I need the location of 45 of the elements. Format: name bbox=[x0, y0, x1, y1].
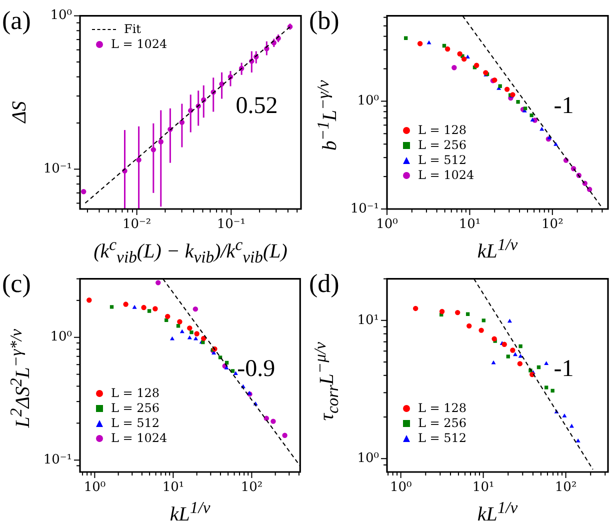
y-axis-title: ΔS bbox=[9, 102, 31, 124]
y-tick-label: 10¹ bbox=[357, 312, 379, 328]
legend-label: L = 512 bbox=[418, 431, 467, 446]
x-tick-label: 10⁻¹ bbox=[216, 217, 246, 232]
x-tick-label: 10⁰ bbox=[84, 480, 106, 496]
legend-label: L = 128 bbox=[418, 123, 467, 138]
x-axis-title: kL$^{1/ν}$ bbox=[476, 234, 519, 264]
x-tick-label: 10⁰ bbox=[390, 480, 412, 496]
legend-label: Fit bbox=[124, 22, 141, 37]
legend-label: L = 1024 bbox=[418, 168, 474, 183]
legend-label: L = 128 bbox=[111, 386, 160, 401]
x-tick-label: 10² bbox=[554, 480, 577, 496]
legend-label: L = 1024 bbox=[111, 431, 168, 446]
y-tick-label: 10⁰ bbox=[50, 8, 72, 24]
legend-label: L = 512 bbox=[111, 416, 160, 431]
y-tick-label: 10⁰ bbox=[50, 330, 72, 345]
legend-label: L = 512 bbox=[418, 153, 467, 168]
x-tick-label: 10⁰ bbox=[376, 217, 398, 232]
y-tick-label: 10⁰ bbox=[357, 94, 379, 109]
legend-label: L = 256 bbox=[418, 138, 467, 153]
x-tick-label: 10⁻² bbox=[122, 217, 152, 232]
x-axis-title: kL$^{1/ν}$ bbox=[168, 497, 212, 526]
annotation: -1 bbox=[554, 356, 574, 382]
x-tick-label: 10² bbox=[240, 480, 263, 496]
legend-label: L = 128 bbox=[418, 401, 467, 416]
chart-title: (b) bbox=[309, 6, 340, 36]
y-tick-label: 10⁰ bbox=[357, 450, 379, 466]
x-tick-label: 10¹ bbox=[458, 217, 481, 232]
y-tick-label: 10⁻¹ bbox=[350, 201, 379, 216]
annotation: -1 bbox=[554, 92, 574, 119]
text: (k$^{c}$$_{vib}$(L) − k$_{vib}$)/k$^{c}$$_{vib}$(L) bbox=[94, 235, 288, 267]
annotation: -0.9 bbox=[237, 356, 276, 382]
annotation: 0.52 bbox=[236, 92, 278, 119]
x-tick-label: 10¹ bbox=[472, 480, 494, 496]
legend-label: L = 1024 bbox=[111, 36, 168, 52]
x-tick-label: 10² bbox=[542, 217, 564, 232]
x-tick-label: 10¹ bbox=[162, 480, 184, 496]
chart-title: (c) bbox=[2, 268, 31, 299]
y-tick-label: 10⁻¹ bbox=[43, 452, 72, 468]
chart-title: (a) bbox=[2, 6, 31, 36]
legend-label: L = 256 bbox=[111, 401, 160, 416]
x-axis-title: kL$^{1/ν}$ bbox=[476, 497, 519, 526]
chart-title: (d) bbox=[309, 268, 340, 299]
legend-label: L = 256 bbox=[418, 416, 467, 431]
y-tick-label: 10⁻¹ bbox=[43, 162, 72, 177]
